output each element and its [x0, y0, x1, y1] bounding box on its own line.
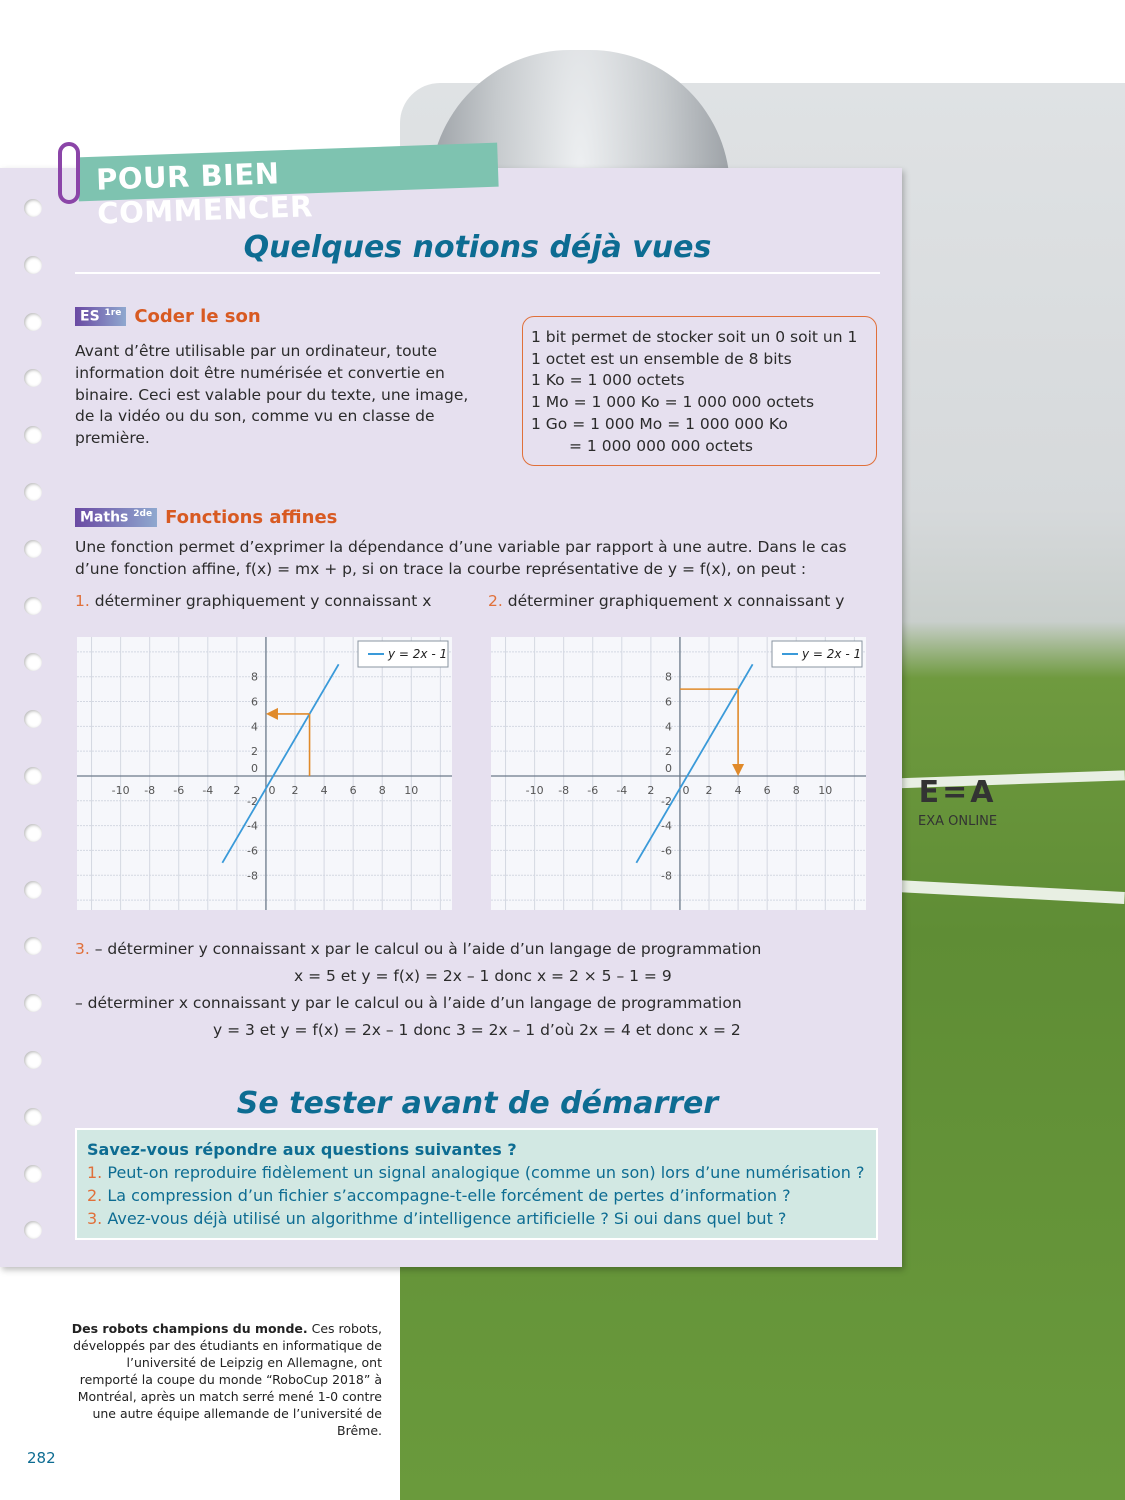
x-tick-label: 2 [647, 784, 654, 797]
x-tick-label: 10 [404, 784, 418, 797]
x-tick-label: 2 [233, 784, 240, 797]
y-tick-label: 8 [251, 671, 258, 684]
equation-1: x = 5 et y = f(x) = 2x – 1 donc x = 2 × … [294, 967, 672, 985]
quiz-item: 3. Avez-vous déjà utilisé un algorithme … [87, 1209, 787, 1228]
y-tick-label: -8 [247, 869, 258, 882]
y-tick-label: -2 [247, 795, 258, 808]
y-tick-label: 4 [251, 720, 258, 733]
quiz-item: 2. La compression d’un fichier s’accompa… [87, 1186, 791, 1205]
y-tick-label: -8 [661, 869, 672, 882]
affines-intro: Une fonction permet d’exprimer la dépend… [75, 538, 847, 578]
binder-hole [24, 880, 42, 899]
x-tick-label: 0 [682, 784, 689, 797]
section-title: Coder le son [134, 306, 261, 327]
binder-hole [24, 483, 42, 501]
x-tick-label: 2 [292, 784, 299, 797]
binder-hole [24, 710, 42, 729]
binder-hole [24, 937, 42, 956]
binder-hole [24, 596, 42, 615]
arrow-head [732, 763, 745, 776]
heading-se-tester: Se tester avant de démarrer [236, 1086, 719, 1121]
binder-hole [24, 255, 42, 274]
binder-hole [24, 767, 42, 785]
item-3b: – déterminer x connaissant y par le calc… [75, 994, 742, 1012]
x-tick-label: 2 [706, 784, 713, 797]
heading-notions: Quelques notions déjà vues [243, 230, 712, 265]
divider [75, 272, 880, 274]
item-1: 1. déterminer graphiquement y connaissan… [75, 592, 432, 610]
quiz-item: 1. Peut-on reproduire fidèlement un sign… [87, 1163, 865, 1182]
y-tick-label: -6 [661, 844, 672, 857]
binder-hole [24, 199, 42, 217]
binder-hole [24, 1164, 42, 1183]
x-tick-label: -8 [558, 784, 569, 797]
y-tick-label: 0 [251, 762, 258, 775]
robot-logo: E=A EXA ONLINE [918, 775, 998, 829]
legend-label: y = 2x - 1 [387, 647, 447, 661]
binder-hole [24, 426, 42, 445]
y-tick-label: 6 [251, 696, 258, 709]
y-tick-label: -4 [661, 820, 672, 833]
y-tick-label: 2 [251, 745, 258, 758]
item-3a: 3. – déterminer y connaissant x par le c… [75, 940, 762, 958]
subject-badge: Maths 2de [75, 508, 158, 527]
x-tick-label: -6 [587, 784, 598, 797]
x-tick-label: -8 [144, 784, 155, 797]
x-tick-label: 0 [268, 784, 275, 797]
series-line [221, 663, 340, 864]
binder-hole [24, 1051, 42, 1069]
x-tick-label: -4 [616, 784, 627, 797]
quiz-question: Savez-vous répondre aux questions suivan… [87, 1140, 517, 1159]
son-text: Avant d’être utilisable par un ordinateu… [75, 342, 469, 448]
section-title: Fonctions affines [165, 507, 338, 528]
section-coder-son: ES 1re Coder le son [75, 306, 261, 327]
section-fonctions-affines: Maths 2de Fonctions affines [75, 507, 337, 528]
x-tick-label: 10 [818, 784, 832, 797]
x-tick-label: 6 [764, 784, 771, 797]
x-tick-label: -4 [202, 784, 213, 797]
y-tick-label: -6 [247, 844, 258, 857]
paperclip-icon [58, 142, 80, 204]
y-tick-label: 8 [665, 671, 672, 684]
y-tick-label: 0 [665, 762, 672, 775]
equation-2: y = 3 et y = f(x) = 2x – 1 donc 3 = 2x –… [213, 1021, 741, 1039]
subject-badge: ES 1re [75, 307, 127, 326]
page-number: 282 [27, 1449, 56, 1467]
binder-hole [24, 994, 42, 1013]
y-tick-label: -2 [661, 795, 672, 808]
binder-hole [24, 1221, 42, 1240]
binder-hole [24, 653, 42, 672]
y-tick-label: 2 [665, 745, 672, 758]
series-line [635, 663, 754, 864]
binder-hole [24, 369, 42, 388]
photo-caption: Des robots champions du monde. Ces robot… [71, 1321, 382, 1438]
x-tick-label: 8 [793, 784, 800, 797]
y-tick-label: 4 [665, 720, 672, 733]
arrow-head [265, 707, 278, 720]
binder-hole [24, 823, 42, 842]
x-tick-label: -10 [526, 784, 544, 797]
item-2: 2. déterminer graphiquement x connaissan… [488, 592, 845, 610]
x-tick-label: -6 [173, 784, 184, 797]
legend-label: y = 2x - 1 [801, 647, 861, 661]
x-tick-label: 4 [735, 784, 742, 797]
x-tick-label: 4 [321, 784, 328, 797]
binder-hole [24, 312, 42, 331]
binder-hole [24, 539, 42, 558]
x-tick-label: 8 [379, 784, 386, 797]
quiz-box: Savez-vous répondre aux questions suivan… [75, 1128, 878, 1240]
units-box: 1 bit permet de stocker soit un 0 soit u… [522, 316, 877, 466]
x-tick-label: -10 [112, 784, 130, 797]
y-tick-label: -4 [247, 820, 258, 833]
binder-hole [24, 1107, 42, 1126]
x-tick-label: 6 [350, 784, 357, 797]
y-tick-label: 6 [665, 696, 672, 709]
